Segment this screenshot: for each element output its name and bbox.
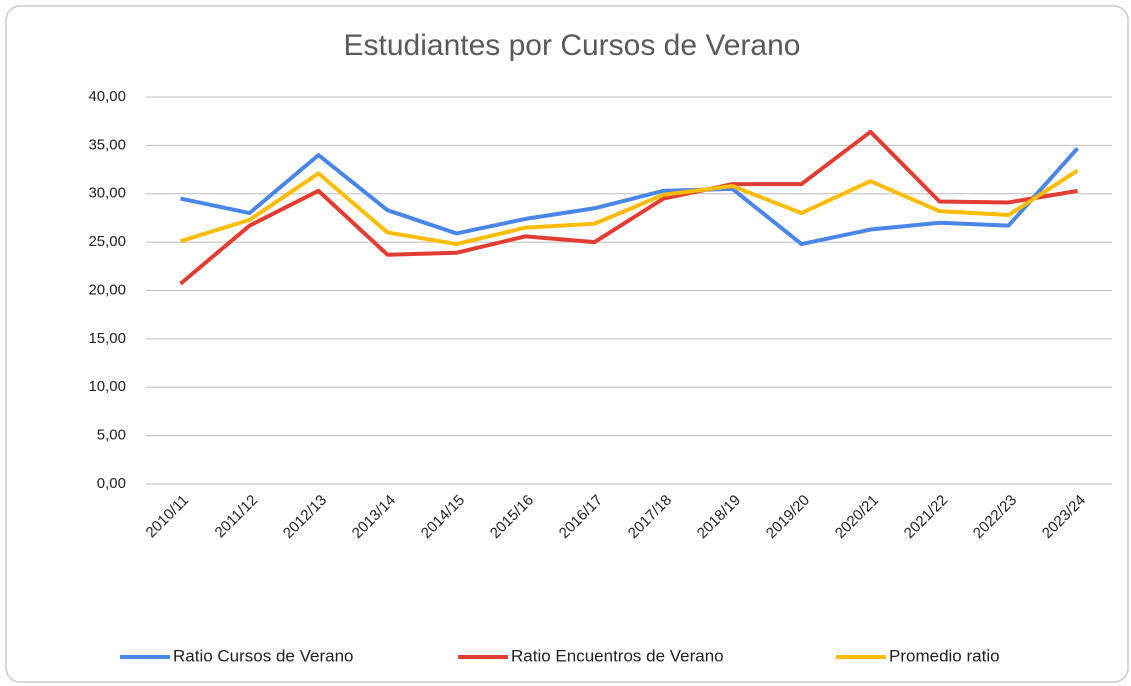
legend-label: Ratio Encuentros de Verano <box>511 646 724 665</box>
series-line <box>179 168 1079 247</box>
y-tick-label: 10,00 <box>88 378 126 395</box>
y-tick-label: 15,00 <box>88 330 126 347</box>
series-line <box>180 146 1079 247</box>
y-tick-label: 20,00 <box>88 281 126 298</box>
legend-label: Ratio Cursos de Verano <box>173 646 354 665</box>
y-tick-label: 0,00 <box>97 475 126 492</box>
y-tick-label: 35,00 <box>88 136 126 153</box>
chart-frame <box>5 5 1129 683</box>
y-tick-label: 30,00 <box>88 185 126 202</box>
chart-title: Estudiantes por Cursos de Verano <box>344 29 801 62</box>
y-tick-label: 5,00 <box>97 427 126 444</box>
y-tick-label: 25,00 <box>88 233 126 250</box>
legend-label: Promedio ratio <box>889 646 1000 665</box>
series-line <box>179 129 1078 286</box>
y-tick-label: 40,00 <box>88 88 126 105</box>
